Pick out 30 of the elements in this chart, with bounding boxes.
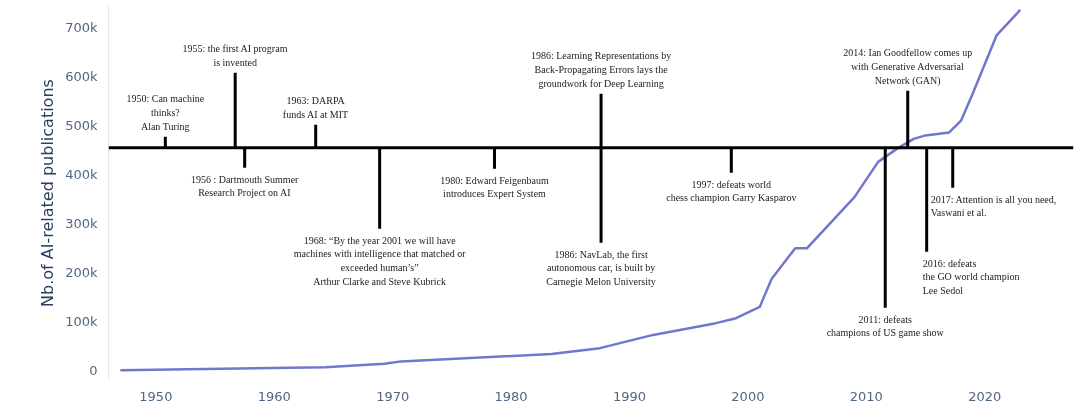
annotation: 2017: Attention is all you need, Vaswani et al. (930, 193, 1057, 219)
annotation: 1950: Can machine thinks? Alan Turing (126, 93, 205, 132)
y-tick-label: 400k (65, 167, 98, 183)
annotation: 1968: “By the year 2001 we will have machines with intelligence that matched or exceeded human’s” Arthur Clarke and Steve Kubrick (293, 234, 467, 287)
x-tick-label: 1990 (612, 388, 647, 404)
y-tick-label: 600k (65, 69, 98, 85)
x-tick-label: 1970 (376, 388, 410, 404)
annotation: 2016: defeats the GO world champion Lee Sedol (922, 257, 1020, 297)
y-tick-label: 300k (65, 216, 98, 232)
y-tick-label: 500k (65, 118, 98, 134)
annotation: 1986: Learning Representations by Back-Propagating Errors lays the groundwork for Deep Learning (530, 50, 672, 89)
annotation: 2011: defeats champions of US game show (826, 313, 945, 339)
x-tick-label: 2020 (968, 388, 1002, 404)
annotation: 1955: the first AI program is invented (182, 42, 288, 68)
y-tick-label: 0 (89, 363, 98, 379)
y-tick-label: 700k (65, 20, 98, 36)
annotation: 1997: defeats world chess champion Garry Kasparov (666, 178, 797, 204)
x-tick-label: 1960 (257, 388, 291, 404)
y-tick-label: 200k (65, 265, 98, 281)
x-tick-label: 1980 (494, 388, 528, 404)
annotation: 2014: Ian Goodfellow comes up with Generative Adversarial Network (GAN) (843, 47, 973, 87)
x-tick-label: 2000 (731, 388, 765, 404)
annotation: 1986: NavLab, the first autonomous car, is built by Carnegie Melon University (546, 248, 656, 288)
y-axis-title: Nb.of AI-related publications (38, 79, 58, 307)
x-tick-label: 1950 (139, 388, 173, 404)
x-tick-label: 2010 (849, 388, 883, 404)
annotation: 1980: Edward Feigenbaum introduces Expert System (440, 174, 549, 200)
y-tick-label: 100k (65, 314, 98, 330)
annotation: 1963: DARPA funds AI at MIT (282, 94, 349, 120)
annotation: 1956 : Dartmouth Summer Research Project on AI (190, 173, 300, 199)
